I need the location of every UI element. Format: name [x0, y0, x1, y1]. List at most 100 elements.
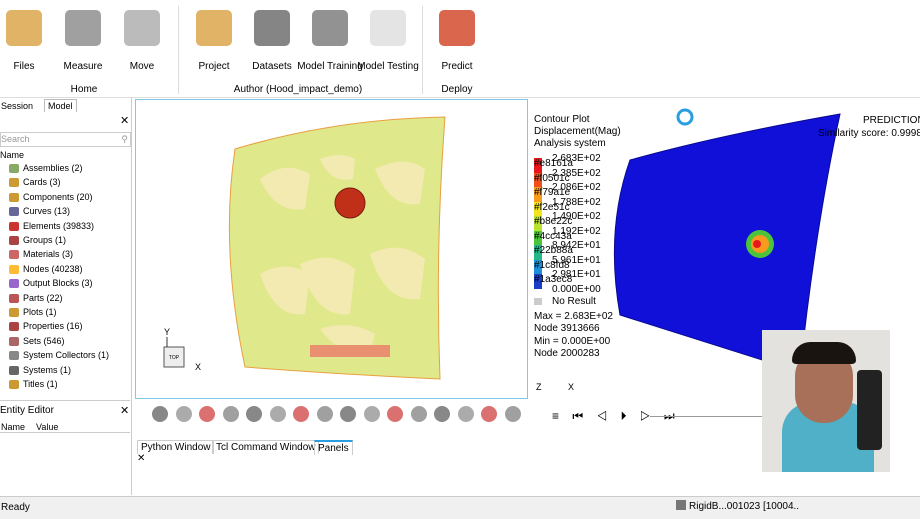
tab[interactable]: Model [44, 99, 77, 112]
ribbon-button-label[interactable]: Model Training [297, 61, 363, 72]
ribbon-icon[interactable] [65, 10, 101, 46]
legend-stat: Node 2000283 [534, 347, 600, 359]
tool-icon[interactable] [175, 406, 192, 422]
close[interactable]: ✕ [137, 453, 146, 464]
ribbon-group-label: Deploy [441, 84, 473, 95]
tree-icon [9, 293, 19, 303]
ribbon-icon[interactable] [6, 10, 42, 46]
legend-swatch: #f79a1e [534, 187, 570, 202]
column-header: Value [36, 422, 59, 432]
tree-item[interactable]: Materials (3) [23, 249, 74, 260]
tool-icon[interactable] [152, 406, 168, 422]
tool-icon[interactable] [481, 406, 497, 422]
prediction-title: PREDICTION [863, 115, 920, 126]
tool-icon[interactable] [316, 406, 333, 422]
tree-icon [9, 221, 19, 231]
search-box[interactable]: Search ⚲ [0, 132, 131, 147]
tree-item[interactable]: Components (20) [23, 191, 93, 202]
tree-item[interactable]: Parts (22) [23, 292, 63, 303]
tree-item[interactable]: Titles (1) [23, 379, 58, 389]
status-text: Ready [1, 502, 30, 513]
legend-swatch: #1c8fd8 [534, 259, 570, 274]
tool-icon[interactable] [199, 406, 215, 422]
separator [0, 400, 130, 401]
tool-icon[interactable] [410, 406, 427, 422]
ribbon-button-label[interactable]: Files [13, 61, 35, 72]
tool-icon[interactable] [504, 406, 521, 422]
panel-title: Entity Editor [0, 405, 54, 416]
ribbon-group-label: Author (Hood_impact_demo) [233, 84, 363, 95]
legend-swatch: #e8161a [534, 158, 573, 173]
legend-level: 8.942E+01 [552, 240, 601, 251]
ribbon-button-label[interactable]: Model Testing [357, 61, 419, 72]
tool-icon[interactable] [222, 406, 239, 422]
tool-icon[interactable] [387, 406, 403, 422]
legend-swatch: #1a3ec8 [534, 274, 572, 289]
tree-icon [9, 365, 19, 375]
tree-item[interactable]: Groups (1) [23, 235, 67, 245]
tool-icon[interactable] [340, 406, 356, 422]
ribbon-button-label[interactable]: Datasets [252, 61, 292, 72]
ribbon-icon[interactable] [124, 10, 160, 46]
legend-level: 1.788E+02 [552, 196, 601, 208]
tree-item[interactable]: Curves (13) [23, 206, 71, 217]
playback-slider[interactable] [650, 416, 762, 417]
impact-zone [334, 187, 366, 219]
axis-label: Z [536, 382, 542, 392]
tree-item[interactable]: Cards (3) [23, 177, 61, 188]
tree-icon [9, 380, 19, 389]
tree-item[interactable]: Plots (1) [23, 307, 57, 317]
status-bar [0, 496, 920, 519]
axis-label: X [568, 382, 575, 392]
ribbon-button-label[interactable]: Move [129, 61, 155, 72]
status-text: RigidB...001023 [10004.. [689, 501, 800, 512]
legend-level: 1.192E+02 [552, 225, 601, 237]
tool-icon[interactable] [457, 406, 474, 422]
legend-level: 5.961E+01 [552, 254, 601, 266]
bottom-tab[interactable]: Tcl Command Window [212, 440, 320, 454]
legend-swatch: #b8e22c [534, 216, 572, 231]
tree-item[interactable]: Elements (39833) [23, 220, 95, 231]
playback-controls[interactable]: ≡ ⏮ ◁ ⏵ ▷ ⏭ [552, 409, 680, 423]
view-cube[interactable] [163, 346, 185, 368]
tab[interactable]: Session [1, 101, 34, 111]
tree-item[interactable]: System Collectors (1) [23, 350, 110, 361]
ribbon-icon[interactable] [370, 10, 406, 46]
bottom-tab[interactable]: Panels [314, 440, 353, 455]
tree-icon [9, 322, 19, 332]
ribbon-button-label[interactable]: Project [198, 61, 230, 72]
hood-cutouts [260, 155, 425, 355]
ribbon-button-label[interactable]: Measure [63, 61, 103, 72]
tree-icon [9, 250, 19, 260]
tool-icon[interactable] [269, 406, 286, 422]
legend-no-result: No Result [552, 296, 596, 307]
tree-item[interactable]: Assemblies (2) [23, 163, 83, 173]
legend-level: 2.385E+02 [552, 167, 601, 179]
bottom-tab[interactable]: Python Window [137, 440, 215, 454]
legend-level: 2.683E+02 [552, 153, 601, 164]
viewport: TOP Y X [135, 99, 528, 399]
tool-icon[interactable] [434, 406, 450, 422]
search-icon: ⚲ [121, 134, 128, 144]
ribbon-icon[interactable] [312, 10, 348, 46]
ribbon-button-label[interactable]: Predict [441, 61, 473, 72]
legend-stat: Min = 0.000E+00 [534, 335, 611, 347]
close[interactable]: ✕ [120, 115, 130, 127]
status-icon [676, 500, 686, 510]
tool-icon[interactable] [363, 406, 380, 422]
ribbon-icon[interactable] [254, 10, 290, 46]
ribbon-icon[interactable] [196, 10, 232, 46]
tree-item[interactable]: Properties (16) [23, 321, 83, 332]
tree-item[interactable]: Sets (546) [23, 335, 65, 346]
legend-level: 2.086E+02 [552, 182, 601, 193]
tree-item[interactable]: Nodes (40238) [23, 263, 83, 274]
close[interactable]: ✕ [120, 405, 130, 417]
tool-icon[interactable] [246, 406, 262, 422]
tree-icon [9, 178, 19, 188]
tree-icon [9, 308, 19, 317]
tree-icon [9, 351, 19, 361]
tree-item[interactable]: Systems (1) [23, 364, 72, 375]
ribbon-icon[interactable] [439, 10, 475, 46]
tree-item[interactable]: Output Blocks (3) [23, 278, 93, 289]
tool-icon[interactable] [293, 406, 309, 422]
